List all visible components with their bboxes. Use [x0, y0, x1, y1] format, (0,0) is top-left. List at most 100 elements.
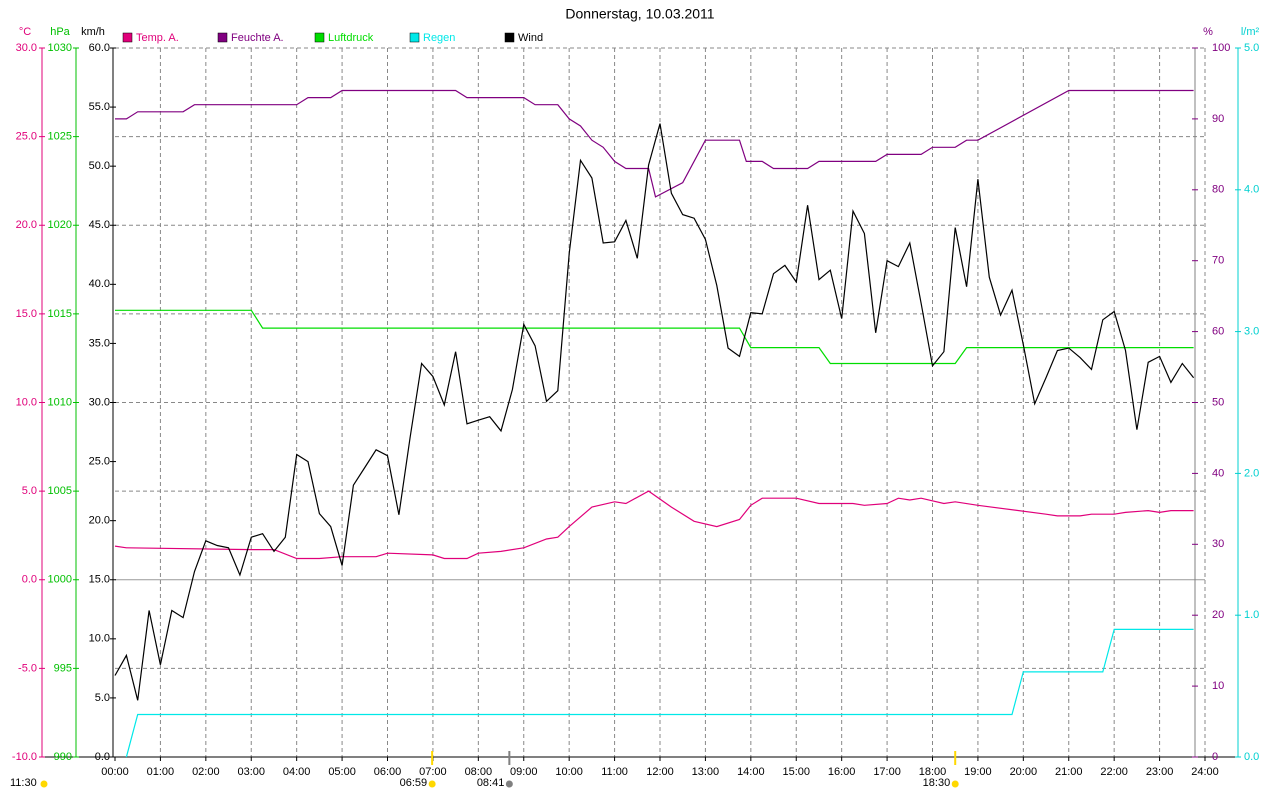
x-tick-label: 10:00	[555, 766, 583, 778]
y-tick-label: 55.0	[89, 101, 110, 113]
x-tick-label: 18:00	[919, 766, 947, 778]
chart-title: Donnerstag, 10.03.2011	[565, 6, 714, 22]
x-tick-label: 11:00	[601, 766, 628, 778]
y-tick-label: 995	[54, 662, 72, 674]
y-tick-label: 3.0	[1244, 326, 1259, 338]
y-tick-label: 0.0	[95, 751, 110, 763]
y-tick-label: 60	[1212, 326, 1224, 338]
series-line	[114, 123, 1195, 701]
y-tick-label: -5.0	[18, 662, 37, 674]
axis-unit: hPa	[50, 26, 70, 38]
legend-label: Wind	[518, 32, 543, 44]
y-tick-label: 10	[1212, 680, 1224, 692]
legend-label: Temp. A.	[136, 32, 179, 44]
x-tick-label: 05:00	[328, 766, 356, 778]
y-tick-label: 5.0	[1244, 42, 1259, 54]
x-tick-label: 09:00	[510, 766, 538, 778]
series-line	[115, 309, 1194, 365]
y-tick-label: 1015	[48, 308, 72, 320]
x-tick-label: 15:00	[782, 766, 810, 778]
x-tick-label: 14:00	[737, 766, 765, 778]
x-tick-label: 12:00	[646, 766, 674, 778]
y-tick-label: 20	[1212, 609, 1224, 621]
y-tick-label: 2.0	[1244, 467, 1259, 479]
x-tick-label: 20:00	[1010, 766, 1038, 778]
y-tick-label: -10.0	[12, 751, 37, 763]
series-line	[114, 490, 1194, 560]
x-tick-label: 01:00	[147, 766, 175, 778]
y-tick-label: 20.0	[89, 515, 110, 527]
y-tick-label: 70	[1212, 255, 1224, 267]
y-tick-label: 80	[1212, 184, 1224, 196]
legend-swatch	[504, 32, 515, 43]
y-tick-label: 35.0	[89, 337, 110, 349]
x-tick-label: 17:00	[873, 766, 901, 778]
x-tick-label: 07:00	[419, 766, 447, 778]
x-tick-label: 13:00	[692, 766, 720, 778]
y-tick-label: 90	[1212, 113, 1224, 125]
x-tick-label: 23:00	[1146, 766, 1174, 778]
legend-swatch	[217, 32, 228, 43]
y-tick-label: 60.0	[89, 42, 110, 54]
series-line	[115, 89, 1194, 198]
y-tick-label: 5.0	[95, 692, 110, 704]
y-tick-label: 100	[1212, 42, 1230, 54]
series-line	[125, 628, 1194, 758]
y-tick-label: 40.0	[89, 278, 110, 290]
legend-label: Regen	[423, 32, 455, 44]
annotation: 11:30	[10, 777, 37, 789]
axis-unit: °C	[19, 26, 31, 38]
legend-swatch	[314, 32, 325, 43]
legend-swatch	[409, 32, 420, 43]
y-tick-label: 4.0	[1244, 184, 1259, 196]
legend-label: Feuchte A.	[231, 32, 284, 44]
y-tick-label: 1030	[48, 42, 72, 54]
annotation: 08:41	[477, 777, 505, 789]
legend-swatch	[122, 32, 133, 43]
sun-icon	[428, 780, 436, 788]
x-tick-label: 16:00	[828, 766, 856, 778]
sun-icon	[505, 780, 513, 788]
y-tick-label: 30.0	[89, 396, 110, 408]
axis-unit: %	[1203, 26, 1213, 38]
axis-unit: l/m²	[1241, 26, 1260, 38]
y-tick-label: 1010	[48, 396, 72, 408]
x-tick-label: 06:00	[374, 766, 402, 778]
y-tick-label: 30	[1212, 538, 1224, 550]
y-tick-label: 5.0	[22, 485, 37, 497]
y-tick-label: 1.0	[1244, 609, 1259, 621]
legend-label: Luftdruck	[328, 32, 374, 44]
y-tick-label: 20.0	[16, 219, 37, 231]
y-tick-label: 990	[54, 751, 72, 763]
y-tick-label: 0.0	[1244, 751, 1259, 763]
y-tick-label: 0	[1212, 751, 1218, 763]
x-tick-label: 03:00	[237, 766, 265, 778]
y-tick-label: 1025	[48, 131, 72, 143]
x-tick-label: 19:00	[964, 766, 992, 778]
annotation: 06:59	[400, 777, 428, 789]
x-tick-label: 21:00	[1055, 766, 1083, 778]
y-tick-label: 15.0	[16, 308, 37, 320]
x-tick-label: 08:00	[465, 766, 493, 778]
y-tick-label: 10.0	[89, 633, 110, 645]
x-tick-label: 02:00	[192, 766, 220, 778]
y-tick-label: 1005	[48, 485, 72, 497]
annotation: 18:30	[923, 777, 951, 789]
y-tick-label: 10.0	[16, 396, 37, 408]
y-tick-label: 25.0	[16, 131, 37, 143]
axis-unit: km/h	[81, 26, 105, 38]
x-tick-label: 04:00	[283, 766, 311, 778]
y-tick-label: 1020	[48, 219, 72, 231]
y-tick-label: 1000	[48, 574, 72, 586]
y-tick-label: 45.0	[89, 219, 110, 231]
x-tick-label: 24:00	[1191, 766, 1219, 778]
y-tick-label: 50.0	[89, 160, 110, 172]
sun-icon	[951, 780, 959, 788]
x-tick-label: 00:00	[101, 766, 129, 778]
y-tick-label: 25.0	[89, 455, 110, 467]
y-tick-label: 0.0	[22, 574, 37, 586]
y-tick-label: 50	[1212, 396, 1224, 408]
y-tick-label: 15.0	[89, 574, 110, 586]
